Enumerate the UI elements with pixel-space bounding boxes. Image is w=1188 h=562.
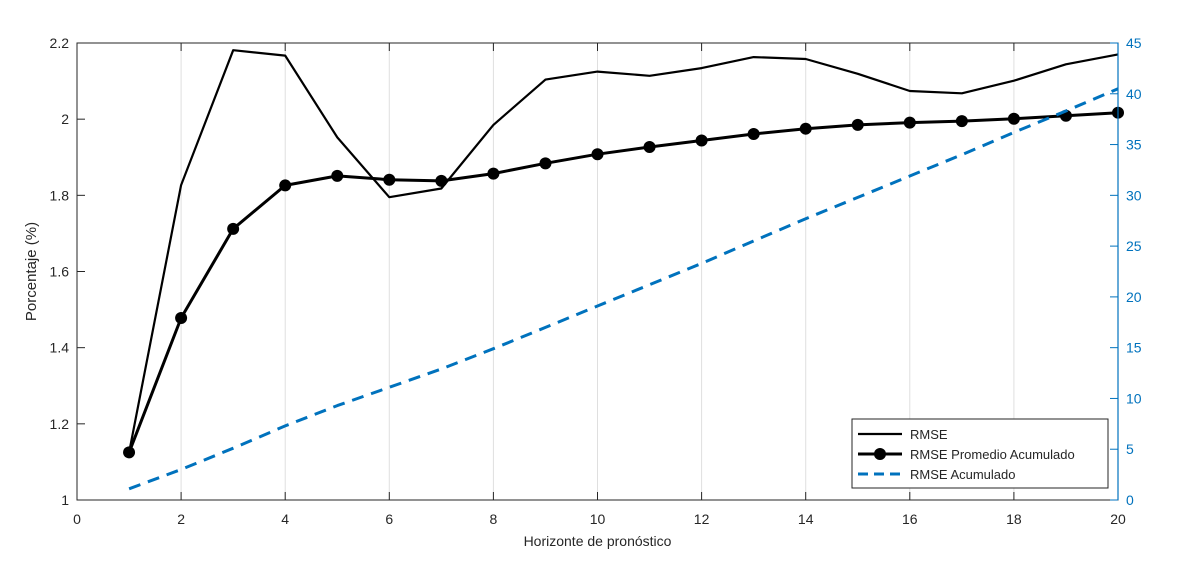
series-2-point bbox=[487, 167, 500, 180]
series-2-point bbox=[747, 128, 760, 141]
series-2-point bbox=[227, 222, 240, 235]
axes: 0 2 4 6 8 10 12 14 16 18 20 1 1.2 1.4 1.6 1.8 2 2.2 0 5 10 15… bbox=[50, 35, 1142, 527]
legend-label-2: RMSE Promedio Acumulado bbox=[910, 447, 1075, 462]
x-tick-label: 6 bbox=[385, 511, 393, 527]
series-layer bbox=[123, 49, 1124, 491]
y-tick-label-left: 1 bbox=[61, 492, 69, 508]
y-tick-label-left: 2 bbox=[61, 111, 69, 127]
y-tick-label-left: 1.6 bbox=[50, 264, 70, 280]
y-tick-label-left: 1.2 bbox=[50, 416, 70, 432]
y-tick-label-right: 25 bbox=[1126, 238, 1142, 254]
series-2-point bbox=[903, 116, 916, 129]
y-tick-label-right: 45 bbox=[1126, 35, 1142, 51]
x-tick-label: 8 bbox=[490, 511, 498, 527]
y-tick-label-right: 40 bbox=[1126, 86, 1142, 102]
x-tick-label: 20 bbox=[1110, 511, 1126, 527]
x-tick-label: 2 bbox=[177, 511, 185, 527]
y-tick-label-right: 5 bbox=[1126, 441, 1134, 457]
legend-label-1: RMSE bbox=[910, 427, 948, 442]
x-tick-label: 12 bbox=[694, 511, 710, 527]
series-2-point bbox=[331, 169, 344, 182]
series-2-point bbox=[279, 179, 292, 192]
series-2-point bbox=[591, 148, 604, 161]
series-line-3 bbox=[128, 87, 1119, 491]
y-tick-label-right: 15 bbox=[1126, 340, 1142, 356]
y-tick-label-left: 2.2 bbox=[50, 35, 70, 51]
series-2-point bbox=[955, 115, 968, 128]
series-line-2 bbox=[127, 111, 1119, 453]
series-2-point bbox=[643, 140, 656, 153]
series-2-point bbox=[851, 118, 864, 131]
x-tick-label: 18 bbox=[1006, 511, 1022, 527]
series-2-point bbox=[1007, 112, 1020, 125]
legend: RMSE RMSE Promedio Acumulado RMSE Acumulad… bbox=[851, 418, 1109, 489]
y-tick-label-right: 20 bbox=[1126, 289, 1142, 305]
series-2-point bbox=[435, 174, 448, 187]
y-axis-label-left: Porcentaje (%) bbox=[23, 222, 40, 321]
y-tick-label-right: 0 bbox=[1126, 492, 1134, 508]
x-tick-label: 4 bbox=[281, 511, 289, 527]
series-2-point bbox=[799, 122, 812, 135]
x-tick-label: 14 bbox=[798, 511, 814, 527]
legend-label-3: RMSE Acumulado bbox=[910, 467, 1016, 482]
x-tick-label: 10 bbox=[590, 511, 606, 527]
legend-marker bbox=[874, 448, 886, 460]
series-line-1 bbox=[128, 49, 1119, 453]
series-2-point bbox=[123, 446, 136, 459]
y-tick-label-right: 10 bbox=[1126, 390, 1142, 406]
x-axis-label: Horizonte de pronóstico bbox=[524, 533, 672, 549]
x-tick-label: 16 bbox=[902, 511, 918, 527]
y-tick-label-left: 1.4 bbox=[50, 340, 70, 356]
series-2-point bbox=[383, 173, 396, 186]
y-tick-label-left: 1.8 bbox=[50, 187, 70, 203]
y-tick-label-right: 30 bbox=[1126, 187, 1142, 203]
y-tick-label-right: 35 bbox=[1126, 137, 1142, 153]
series-2-point bbox=[695, 134, 708, 147]
series-2-point bbox=[175, 311, 188, 324]
x-tick-label: 0 bbox=[73, 511, 81, 527]
series-2-point bbox=[539, 157, 552, 170]
